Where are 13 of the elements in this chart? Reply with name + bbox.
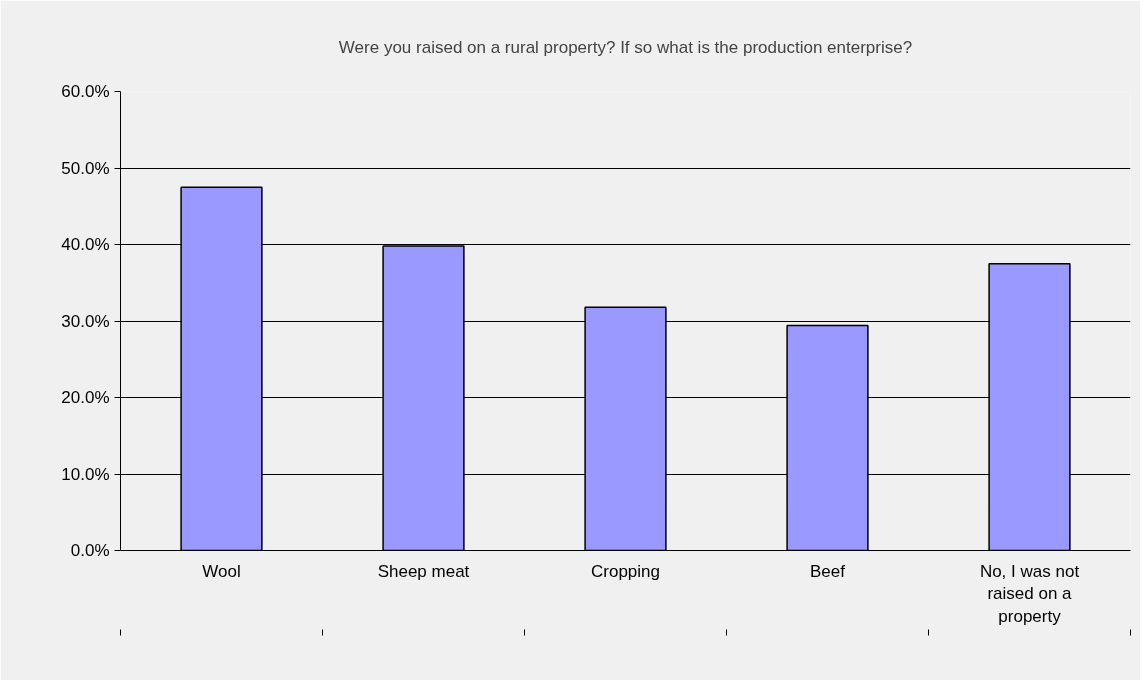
- y-tick-label: 10.0%: [61, 464, 110, 484]
- y-tick-label: 40.0%: [61, 235, 110, 254]
- x-tick-label: Wool: [202, 561, 241, 581]
- y-tick-label: 0.0%: [70, 541, 110, 560]
- y-tick-label: 20.0%: [61, 388, 110, 407]
- x-tick-label: Cropping: [591, 561, 661, 581]
- y-tick-label: 50.0%: [61, 158, 110, 178]
- chart-title: Were you raised on a rural property? If so what is the production enterprise?: [338, 37, 913, 57]
- x-tick-label: No, I was not raised on a property: [979, 561, 1080, 627]
- y-tick-label: 30.0%: [61, 311, 110, 331]
- x-tick-label: Beef: [810, 561, 846, 581]
- y-tick-label: 60.0%: [61, 82, 110, 101]
- x-tick-label: Sheep meat: [377, 561, 470, 581]
